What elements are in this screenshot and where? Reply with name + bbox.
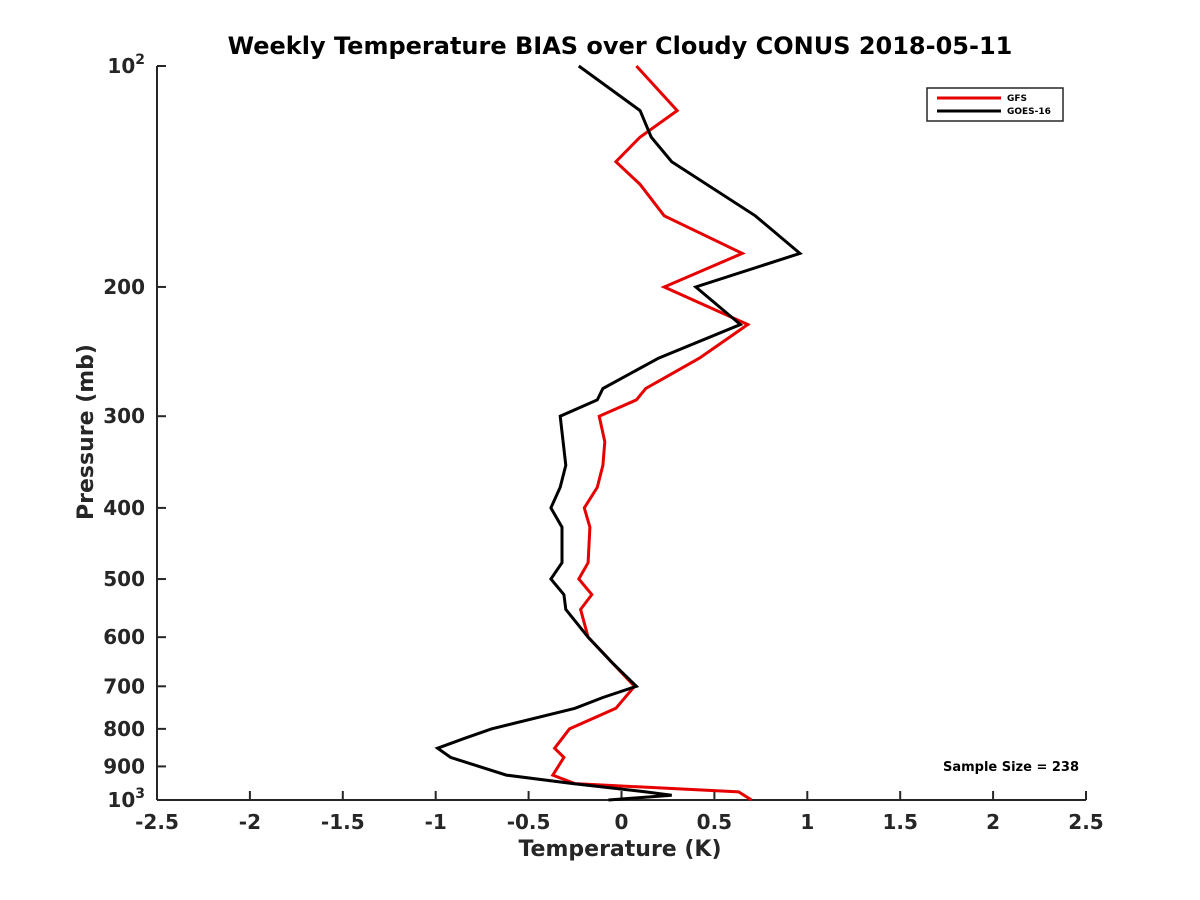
x-tick-label: -1 xyxy=(425,810,447,834)
legend-label: GFS xyxy=(1007,94,1027,104)
x-tick-label: 0.5 xyxy=(697,810,732,834)
y-tick-label: 300 xyxy=(103,404,145,428)
y-tick-label: 900 xyxy=(103,754,145,778)
series-line-gfs xyxy=(550,64,753,802)
x-tick-label: 1.5 xyxy=(882,810,917,834)
x-tick-label: -1.5 xyxy=(321,810,365,834)
y-tick-label: 600 xyxy=(103,625,145,649)
y-tick-label: 400 xyxy=(103,496,145,520)
legend-box xyxy=(926,87,1064,122)
x-tick-label: 2 xyxy=(986,810,1000,834)
y-tick-label: 102 xyxy=(107,52,145,78)
legend-label: GOES-16 xyxy=(1007,107,1051,117)
y-tick-label: 500 xyxy=(103,567,145,591)
x-tick-label: 2.5 xyxy=(1068,810,1103,834)
legend: GFS GOES-16 xyxy=(926,87,1064,122)
y-tick-label: 200 xyxy=(103,275,145,299)
y-axis-label: Pressure (mb) xyxy=(74,344,99,520)
x-tick-label: -2 xyxy=(239,810,261,834)
x-tick-label: 0 xyxy=(615,810,629,834)
sample-size-annotation: Sample Size = 238 xyxy=(943,760,1079,775)
y-tick-label: 800 xyxy=(103,717,145,741)
series-line-goes-16 xyxy=(434,64,803,802)
y-tick-label: 103 xyxy=(107,786,145,812)
y-tick-label: 700 xyxy=(103,674,145,698)
series-layer xyxy=(434,64,803,802)
x-tick-label: -0.5 xyxy=(507,810,551,834)
x-tick-label: 1 xyxy=(800,810,814,834)
x-axis-label: Temperature (K) xyxy=(518,837,721,862)
chart-title: Weekly Temperature BIAS over Cloudy CONU… xyxy=(228,32,1013,60)
x-tick-label: -2.5 xyxy=(135,810,179,834)
